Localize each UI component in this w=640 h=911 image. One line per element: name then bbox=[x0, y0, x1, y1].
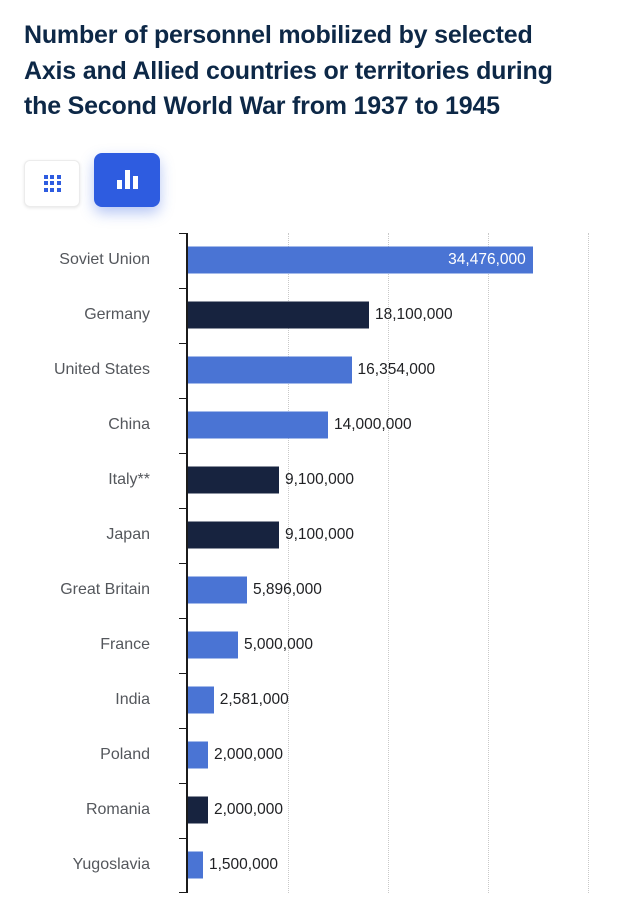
gridline bbox=[288, 232, 289, 893]
row-plot: 5,896,000 bbox=[186, 563, 640, 618]
bar bbox=[188, 796, 208, 824]
chart-row: India 2,581,000 bbox=[0, 673, 640, 728]
axis-tick bbox=[179, 342, 188, 344]
category-label: Romania bbox=[85, 801, 150, 818]
bar bbox=[188, 741, 208, 769]
axis-tick bbox=[179, 287, 188, 289]
bar bbox=[188, 851, 203, 879]
row-plot: 18,100,000 bbox=[186, 288, 640, 343]
value-label: 16,354,000 bbox=[357, 361, 436, 378]
axis-tick bbox=[179, 727, 188, 729]
value-label: 9,100,000 bbox=[285, 526, 354, 543]
row-plot: 14,000,000 bbox=[186, 398, 640, 453]
row-plot: 2,000,000 bbox=[186, 783, 640, 838]
chart-row: Romania 2,000,000 bbox=[0, 783, 640, 838]
value-label: 2,000,000 bbox=[214, 801, 283, 818]
chart-row: Great Britain 5,896,000 bbox=[0, 563, 640, 618]
bar-chart-icon bbox=[116, 170, 138, 189]
chart-row: Yugoslavia 1,500,000 bbox=[0, 838, 640, 893]
category-label: Soviet Union bbox=[59, 251, 150, 268]
category-label: Italy** bbox=[108, 471, 150, 488]
axis-tick bbox=[179, 397, 188, 399]
axis-tick bbox=[179, 452, 188, 454]
row-plot: 2,581,000 bbox=[186, 673, 640, 728]
axis-tick bbox=[179, 837, 188, 839]
bar bbox=[188, 356, 352, 384]
table-view-button[interactable] bbox=[24, 159, 80, 207]
gridline bbox=[588, 232, 589, 893]
row-plot: 2,000,000 bbox=[186, 728, 640, 783]
chart-rows: Soviet Union 34,476,000 Germany 18,100,000 U… bbox=[0, 233, 640, 893]
chart-row: United States 16,354,000 bbox=[0, 343, 640, 398]
value-label: 9,100,000 bbox=[285, 471, 354, 488]
value-label: 14,000,000 bbox=[334, 416, 412, 433]
category-label: Great Britain bbox=[60, 581, 150, 598]
value-label: 1,500,000 bbox=[209, 856, 278, 873]
bar bbox=[188, 631, 238, 659]
axis-tick bbox=[179, 562, 188, 564]
bar bbox=[188, 246, 533, 274]
title-line: Axis and Allied countries or territories… bbox=[24, 56, 553, 85]
title-line: Number of personnel mobilized by selecte… bbox=[24, 21, 533, 49]
value-label: 5,000,000 bbox=[244, 636, 313, 653]
gridline bbox=[388, 232, 389, 893]
chart-title: Number of personnel mobilized by selecte… bbox=[24, 18, 620, 125]
value-label: 18,100,000 bbox=[375, 306, 453, 323]
bar bbox=[188, 411, 328, 439]
bar-chart: Soviet Union 34,476,000 Germany 18,100,000 U… bbox=[0, 232, 640, 893]
bar bbox=[188, 576, 247, 604]
gridline bbox=[488, 232, 489, 893]
category-label: Yugoslavia bbox=[72, 856, 150, 873]
axis-tick bbox=[179, 617, 188, 619]
row-plot: 5,000,000 bbox=[186, 618, 640, 673]
category-label: France bbox=[100, 636, 150, 653]
category-label: Poland bbox=[100, 746, 150, 763]
chart-row: China 14,000,000 bbox=[0, 398, 640, 453]
chart-row: Japan 9,100,000 bbox=[0, 508, 640, 563]
grid-icon bbox=[43, 174, 61, 192]
chart-row: Italy** 9,100,000 bbox=[0, 453, 640, 508]
bar bbox=[188, 466, 279, 494]
axis-tick bbox=[179, 782, 188, 784]
chart-row: Soviet Union 34,476,000 bbox=[0, 233, 640, 288]
chart-row: Poland 2,000,000 bbox=[0, 728, 640, 783]
category-label: China bbox=[108, 416, 150, 433]
row-plot: 16,354,000 bbox=[186, 343, 640, 398]
title-line: the Second World War from 1937 to 1945 bbox=[24, 92, 500, 120]
row-plot: 1,500,000 bbox=[186, 838, 640, 893]
row-plot: 34,476,000 bbox=[186, 233, 640, 288]
axis-tick bbox=[179, 232, 188, 234]
category-label: Germany bbox=[84, 306, 150, 323]
bar bbox=[188, 521, 279, 549]
axis-tick bbox=[179, 672, 188, 674]
bar bbox=[188, 301, 369, 329]
axis-tick bbox=[179, 891, 188, 893]
view-toggle bbox=[24, 151, 640, 207]
value-label: 2,581,000 bbox=[219, 691, 289, 708]
chart-row: Germany 18,100,000 bbox=[0, 288, 640, 343]
value-label: 2,000,000 bbox=[214, 746, 283, 763]
category-label: India bbox=[115, 691, 150, 708]
chart-view-button[interactable] bbox=[94, 152, 160, 207]
axis-tick bbox=[179, 507, 188, 509]
row-plot: 9,100,000 bbox=[186, 453, 640, 508]
value-label: 34,476,000 bbox=[448, 251, 526, 268]
value-label: 5,896,000 bbox=[252, 581, 322, 598]
category-label: United States bbox=[53, 361, 150, 378]
row-plot: 9,100,000 bbox=[186, 508, 640, 563]
bar bbox=[188, 686, 214, 714]
category-label: Japan bbox=[106, 526, 150, 543]
chart-row: France 5,000,000 bbox=[0, 618, 640, 673]
plot-area bbox=[179, 232, 632, 893]
